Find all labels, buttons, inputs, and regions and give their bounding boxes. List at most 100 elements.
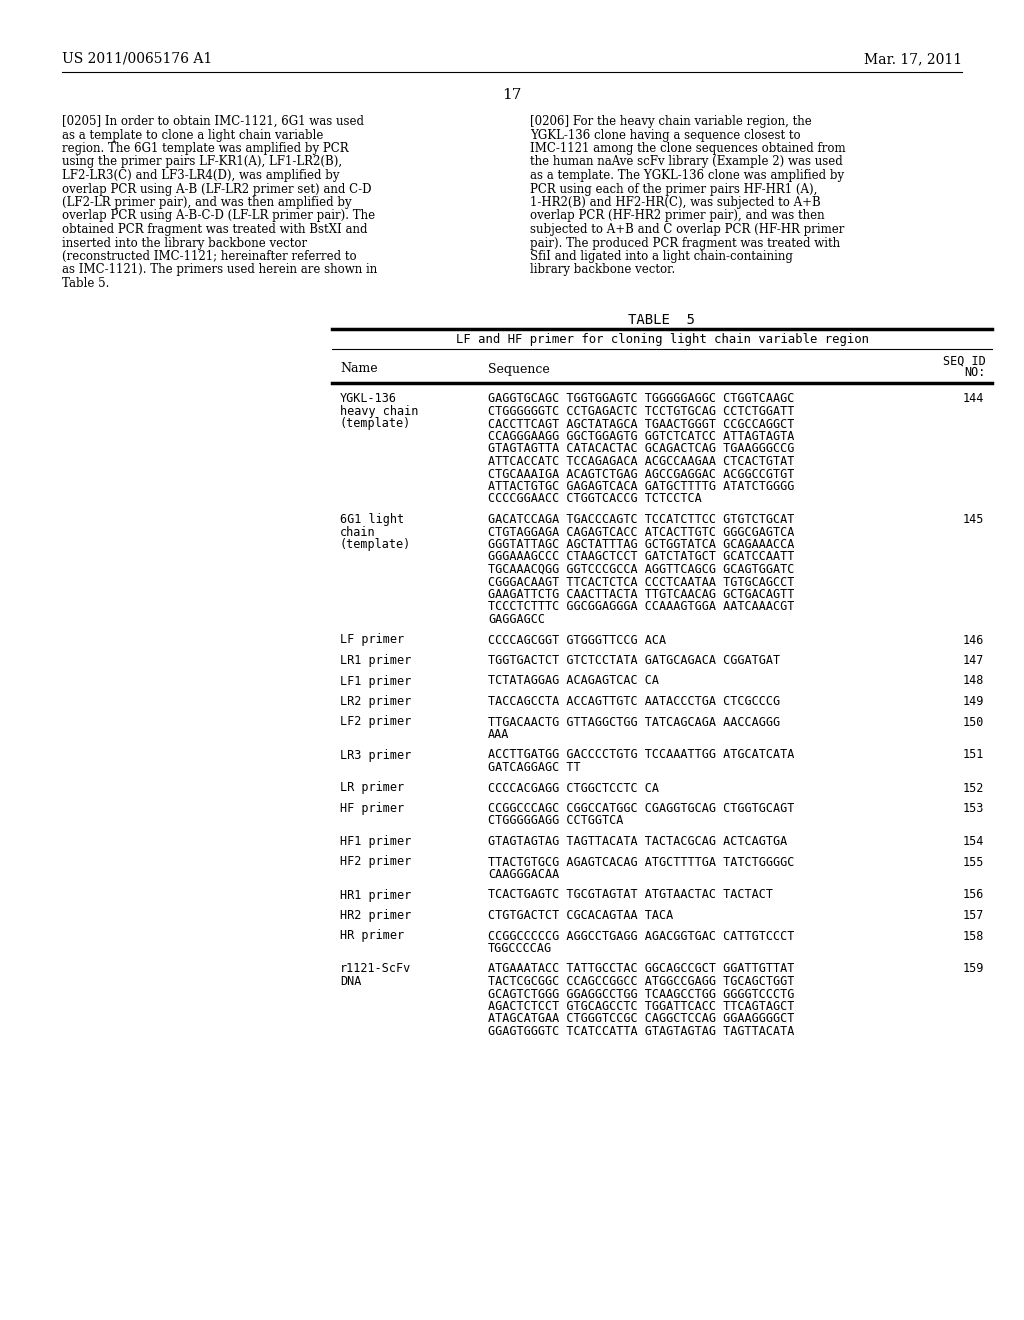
- Text: AAA: AAA: [488, 729, 509, 741]
- Text: GTAGTAGTAG TAGTTACATA TACTACGCAG ACTCAGTGA: GTAGTAGTAG TAGTTACATA TACTACGCAG ACTCAGT…: [488, 836, 787, 847]
- Text: 1-HR2(B) and HF2-HR(C), was subjected to A+B: 1-HR2(B) and HF2-HR(C), was subjected to…: [530, 195, 821, 209]
- Text: HR primer: HR primer: [340, 929, 404, 942]
- Text: CTGGGGGGTC CCTGAGACTC TCCTGTGCAG CCTCTGGATT: CTGGGGGGTC CCTGAGACTC TCCTGTGCAG CCTCTGG…: [488, 405, 795, 418]
- Text: ATAGCATGAA CTGGGTCCGC CAGGCTCCAG GGAAGGGGCT: ATAGCATGAA CTGGGTCCGC CAGGCTCCAG GGAAGGG…: [488, 1012, 795, 1026]
- Text: CTGTGACTCT CGCACAGTAA TACA: CTGTGACTCT CGCACAGTAA TACA: [488, 909, 673, 921]
- Text: AGACTCTCCT GTGCAGCCTC TGGATTCACC TTCAGTAGCT: AGACTCTCCT GTGCAGCCTC TGGATTCACC TTCAGTA…: [488, 1001, 795, 1012]
- Text: CTGTAGGAGA CAGAGTCACC ATCACTTGTC GGGCGAGTCA: CTGTAGGAGA CAGAGTCACC ATCACTTGTC GGGCGAG…: [488, 525, 795, 539]
- Text: 153: 153: [963, 803, 984, 814]
- Text: CCCCAGCGGT GTGGGTTCCG ACA: CCCCAGCGGT GTGGGTTCCG ACA: [488, 634, 667, 647]
- Text: ATTACTGTGC GAGAGTCACA GATGCTTTTG ATATCTGGGG: ATTACTGTGC GAGAGTCACA GATGCTTTTG ATATCTG…: [488, 480, 795, 492]
- Text: 156: 156: [963, 888, 984, 902]
- Text: LR1 primer: LR1 primer: [340, 653, 412, 667]
- Text: (reconstructed IMC-1121; hereinafter referred to: (reconstructed IMC-1121; hereinafter ref…: [62, 249, 356, 263]
- Text: Sequence: Sequence: [488, 363, 550, 375]
- Text: TTACTGTGCG AGAGTCACAG ATGCTTTTGA TATCTGGGGC: TTACTGTGCG AGAGTCACAG ATGCTTTTGA TATCTGG…: [488, 855, 795, 869]
- Text: 149: 149: [963, 696, 984, 708]
- Text: 146: 146: [963, 634, 984, 647]
- Text: HF primer: HF primer: [340, 803, 404, 814]
- Text: HF2 primer: HF2 primer: [340, 855, 412, 869]
- Text: NO:: NO:: [965, 367, 986, 380]
- Text: CTGCAAAIGA ACAGTCTGAG AGCCGAGGAC ACGGCCGTGT: CTGCAAAIGA ACAGTCTGAG AGCCGAGGAC ACGGCCG…: [488, 467, 795, 480]
- Text: TTGACAACTG GTTAGGCTGG TATCAGCAGA AACCAGGG: TTGACAACTG GTTAGGCTGG TATCAGCAGA AACCAGG…: [488, 715, 780, 729]
- Text: CCGGCCCAGC CGGCCATGGC CGAGGTGCAG CTGGTGCAGT: CCGGCCCAGC CGGCCATGGC CGAGGTGCAG CTGGTGC…: [488, 803, 795, 814]
- Text: GTAGTAGTTA CATACACTAC GCAGACTCAG TGAAGGGCCG: GTAGTAGTTA CATACACTAC GCAGACTCAG TGAAGGG…: [488, 442, 795, 455]
- Text: Name: Name: [340, 363, 378, 375]
- Text: CCGGCCCCCG AGGCCTGAGG AGACGGTGAC CATTGTCCCT: CCGGCCCCCG AGGCCTGAGG AGACGGTGAC CATTGTC…: [488, 929, 795, 942]
- Text: subjected to A+B and C overlap PCR (HF-HR primer: subjected to A+B and C overlap PCR (HF-H…: [530, 223, 845, 236]
- Text: CCCCACGAGG CTGGCTCCTC CA: CCCCACGAGG CTGGCTCCTC CA: [488, 781, 659, 795]
- Text: HR2 primer: HR2 primer: [340, 909, 412, 921]
- Text: overlap PCR using A-B-C-D (LF-LR primer pair). The: overlap PCR using A-B-C-D (LF-LR primer …: [62, 210, 375, 223]
- Text: TCTATAGGAG ACAGAGTCAC CA: TCTATAGGAG ACAGAGTCAC CA: [488, 675, 659, 688]
- Text: YGKL-136: YGKL-136: [340, 392, 397, 405]
- Text: heavy chain: heavy chain: [340, 405, 419, 418]
- Text: GCAGTCTGGG GGAGGCCTGG TCAAGCCTGG GGGGTCCCTG: GCAGTCTGGG GGAGGCCTGG TCAAGCCTGG GGGGTCC…: [488, 987, 795, 1001]
- Text: GAGGAGCC: GAGGAGCC: [488, 612, 545, 626]
- Text: pair). The produced PCR fragment was treated with: pair). The produced PCR fragment was tre…: [530, 236, 840, 249]
- Text: 17: 17: [503, 88, 521, 102]
- Text: SfiI and ligated into a light chain-containing: SfiI and ligated into a light chain-cont…: [530, 249, 793, 263]
- Text: LF and HF primer for cloning light chain variable region: LF and HF primer for cloning light chain…: [456, 334, 868, 346]
- Text: LR3 primer: LR3 primer: [340, 748, 412, 762]
- Text: 152: 152: [963, 781, 984, 795]
- Text: using the primer pairs LF-KR1(A), LF1-LR2(B),: using the primer pairs LF-KR1(A), LF1-LR…: [62, 156, 342, 169]
- Text: HF1 primer: HF1 primer: [340, 836, 412, 847]
- Text: US 2011/0065176 A1: US 2011/0065176 A1: [62, 51, 212, 66]
- Text: GACATCCAGA TGACCCAGTC TCCATCTTCC GTGTCTGCAT: GACATCCAGA TGACCCAGTC TCCATCTTCC GTGTCTG…: [488, 513, 795, 525]
- Text: as a template. The YGKL-136 clone was amplified by: as a template. The YGKL-136 clone was am…: [530, 169, 844, 182]
- Text: GGGTATTAGC AGCTATTTAG GCTGGTATCA GCAGAAACCA: GGGTATTAGC AGCTATTTAG GCTGGTATCA GCAGAAA…: [488, 539, 795, 550]
- Text: TACTCGCGGC CCAGCCGGCC ATGGCCGAGG TGCAGCTGGT: TACTCGCGGC CCAGCCGGCC ATGGCCGAGG TGCAGCT…: [488, 975, 795, 987]
- Text: LF2 primer: LF2 primer: [340, 715, 412, 729]
- Text: GATCAGGAGC TT: GATCAGGAGC TT: [488, 762, 581, 774]
- Text: GAAGATTCTG CAACTTACTA TTGTCAACAG GCTGACAGTT: GAAGATTCTG CAACTTACTA TTGTCAACAG GCTGACA…: [488, 587, 795, 601]
- Text: ATGAAATACC TATTGCCTAC GGCAGCCGCT GGATTGTTAT: ATGAAATACC TATTGCCTAC GGCAGCCGCT GGATTGT…: [488, 962, 795, 975]
- Text: DNA: DNA: [340, 975, 361, 987]
- Text: 6G1 light: 6G1 light: [340, 513, 404, 525]
- Text: as a template to clone a light chain variable: as a template to clone a light chain var…: [62, 128, 324, 141]
- Text: YGKL-136 clone having a sequence closest to: YGKL-136 clone having a sequence closest…: [530, 128, 801, 141]
- Text: LF2-LR3(C) and LF3-LR4(D), was amplified by: LF2-LR3(C) and LF3-LR4(D), was amplified…: [62, 169, 340, 182]
- Text: LR primer: LR primer: [340, 781, 404, 795]
- Text: (LF2-LR primer pair), and was then amplified by: (LF2-LR primer pair), and was then ampli…: [62, 195, 351, 209]
- Text: TACCAGCCTA ACCAGTTGTC AATACCCTGA CTCGCCCG: TACCAGCCTA ACCAGTTGTC AATACCCTGA CTCGCCC…: [488, 696, 780, 708]
- Text: CAAGGGACAA: CAAGGGACAA: [488, 869, 559, 880]
- Text: LF primer: LF primer: [340, 634, 404, 647]
- Text: LF1 primer: LF1 primer: [340, 675, 412, 688]
- Text: CTGGGGGAGG CCTGGTCA: CTGGGGGAGG CCTGGTCA: [488, 814, 624, 828]
- Text: [0206] For the heavy chain variable region, the: [0206] For the heavy chain variable regi…: [530, 115, 812, 128]
- Text: CGGGACAAGT TTCACTCTCA CCCTCAATAA TGTGCAGCCT: CGGGACAAGT TTCACTCTCA CCCTCAATAA TGTGCAG…: [488, 576, 795, 589]
- Text: PCR using each of the primer pairs HF-HR1 (A),: PCR using each of the primer pairs HF-HR…: [530, 182, 817, 195]
- Text: inserted into the library backbone vector: inserted into the library backbone vecto…: [62, 236, 307, 249]
- Text: GAGGTGCAGC TGGTGGAGTC TGGGGGAGGC CTGGTCAAGC: GAGGTGCAGC TGGTGGAGTC TGGGGGAGGC CTGGTCA…: [488, 392, 795, 405]
- Text: GGGAAAGCCC CTAAGCTCCT GATCTATGCT GCATCCAATT: GGGAAAGCCC CTAAGCTCCT GATCTATGCT GCATCCA…: [488, 550, 795, 564]
- Text: 155: 155: [963, 855, 984, 869]
- Text: ACCTTGATGG GACCCCTGTG TCCAAATTGG ATGCATCATA: ACCTTGATGG GACCCCTGTG TCCAAATTGG ATGCATC…: [488, 748, 795, 762]
- Text: TGCAAACQGG GGTCCCGCCA AGGTTCAGCG GCAGTGGATC: TGCAAACQGG GGTCCCGCCA AGGTTCAGCG GCAGTGG…: [488, 564, 795, 576]
- Text: GGAGTGGGTC TCATCCATTA GTAGTAGTAG TAGTTACATA: GGAGTGGGTC TCATCCATTA GTAGTAGTAG TAGTTAC…: [488, 1026, 795, 1038]
- Text: 151: 151: [963, 748, 984, 762]
- Text: obtained PCR fragment was treated with BstXI and: obtained PCR fragment was treated with B…: [62, 223, 368, 236]
- Text: TGGTGACTCT GTCTCCTATA GATGCAGACA CGGATGAT: TGGTGACTCT GTCTCCTATA GATGCAGACA CGGATGA…: [488, 653, 780, 667]
- Text: 150: 150: [963, 715, 984, 729]
- Text: 148: 148: [963, 675, 984, 688]
- Text: [0205] In order to obtain IMC-1121, 6G1 was used: [0205] In order to obtain IMC-1121, 6G1 …: [62, 115, 364, 128]
- Text: 154: 154: [963, 836, 984, 847]
- Text: overlap PCR (HF-HR2 primer pair), and was then: overlap PCR (HF-HR2 primer pair), and wa…: [530, 210, 824, 223]
- Text: 145: 145: [963, 513, 984, 525]
- Text: 157: 157: [963, 909, 984, 921]
- Text: HR1 primer: HR1 primer: [340, 888, 412, 902]
- Text: SEQ ID: SEQ ID: [943, 355, 986, 367]
- Text: ATTCACCATC TCCAGAGACA ACGCCAAGAA CTCACTGTAT: ATTCACCATC TCCAGAGACA ACGCCAAGAA CTCACTG…: [488, 455, 795, 469]
- Text: 144: 144: [963, 392, 984, 405]
- Text: (template): (template): [340, 417, 412, 430]
- Text: library backbone vector.: library backbone vector.: [530, 264, 675, 276]
- Text: Table 5.: Table 5.: [62, 277, 110, 290]
- Text: r1121-ScFv: r1121-ScFv: [340, 962, 412, 975]
- Text: Mar. 17, 2011: Mar. 17, 2011: [864, 51, 962, 66]
- Text: 147: 147: [963, 653, 984, 667]
- Text: LR2 primer: LR2 primer: [340, 696, 412, 708]
- Text: CCAGGGAAGG GGCTGGAGTG GGTCTCATCC ATTAGTAGTA: CCAGGGAAGG GGCTGGAGTG GGTCTCATCC ATTAGTA…: [488, 430, 795, 444]
- Text: region. The 6G1 template was amplified by PCR: region. The 6G1 template was amplified b…: [62, 143, 348, 154]
- Text: CACCTTCAGT AGCTATAGCA TGAACTGGGT CCGCCAGGCT: CACCTTCAGT AGCTATAGCA TGAACTGGGT CCGCCAG…: [488, 417, 795, 430]
